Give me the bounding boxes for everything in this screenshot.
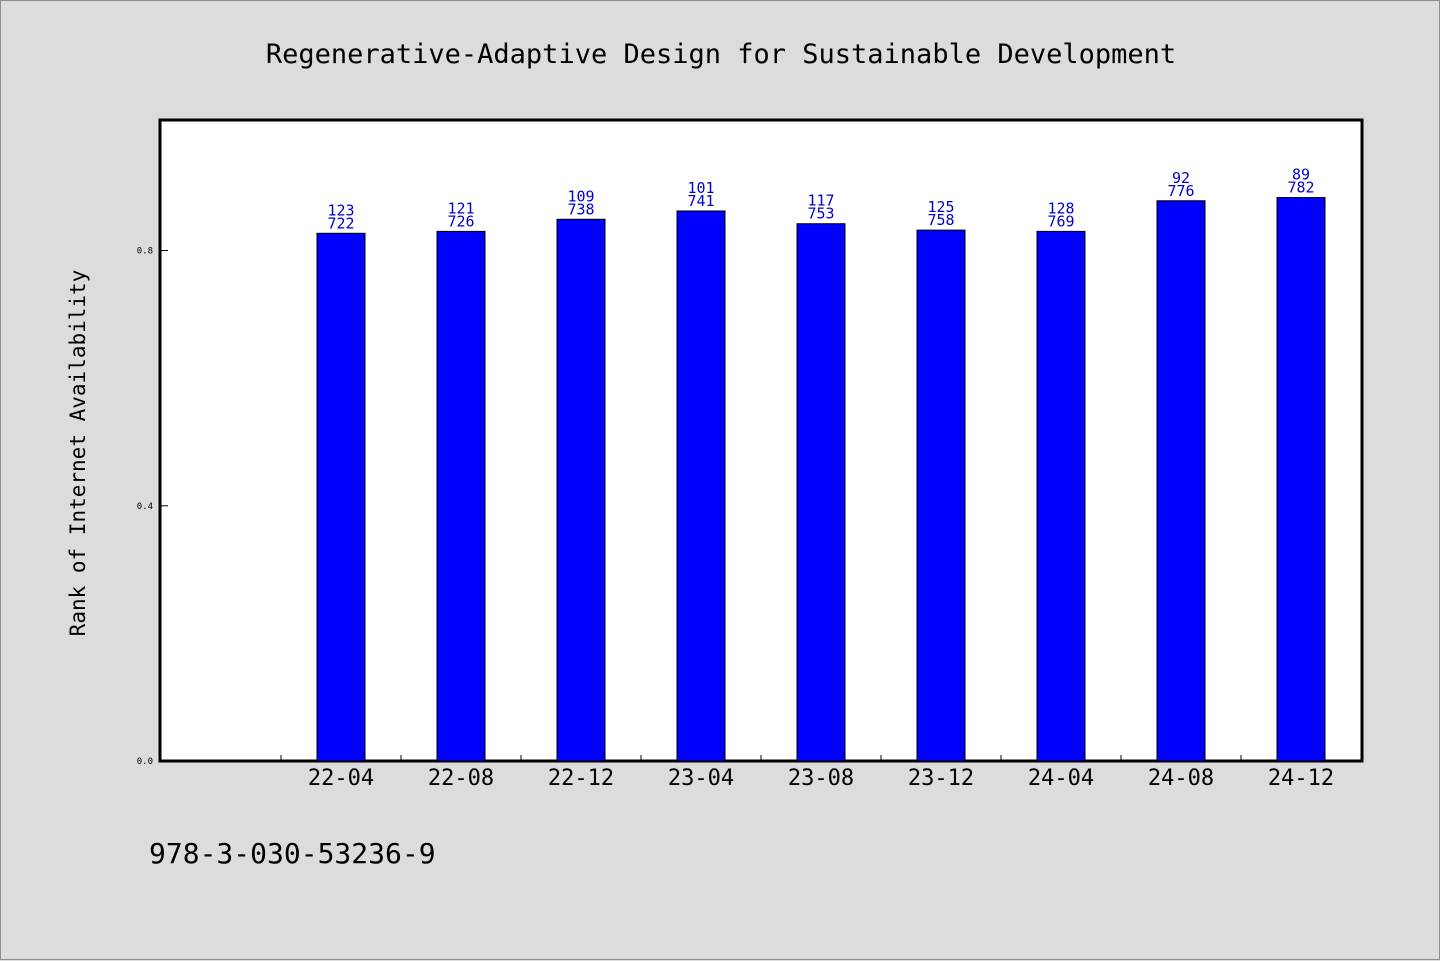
data-label-top: 109 [567, 187, 594, 205]
data-label-bottom: 782 [1287, 179, 1314, 197]
x-tick-label: 23-08 [788, 766, 854, 791]
y-tick-label: 0.4 [137, 502, 153, 512]
data-label-top: 121 [447, 199, 474, 217]
data-label-top: 123 [327, 201, 354, 219]
bar [1036, 230, 1086, 762]
x-tick-label: 22-08 [428, 766, 494, 791]
x-tick-label: 24-04 [1028, 766, 1094, 791]
bar [316, 232, 366, 762]
data-label-top: 128 [1047, 199, 1074, 217]
bar [1276, 197, 1326, 762]
data-label-bottom: 769 [1047, 212, 1074, 230]
data-label-bottom: 741 [687, 192, 714, 210]
data-label-bottom: 726 [447, 212, 474, 230]
data-label-top: 92 [1172, 169, 1190, 187]
bar [916, 229, 966, 762]
bar [1156, 200, 1206, 762]
y-tick-label: 0.0 [137, 757, 153, 767]
data-label-top: 101 [687, 179, 714, 197]
bars [316, 197, 1326, 762]
x-tick-label: 22-04 [308, 766, 374, 791]
y-axis-label: Rank of Internet Availability [66, 270, 90, 637]
bar [556, 218, 606, 762]
x-tick-label: 23-12 [908, 766, 974, 791]
footer-isbn: 978-3-030-53236-9 [149, 837, 436, 870]
data-label-bottom: 758 [927, 211, 954, 229]
x-tick-label: 23-04 [668, 766, 734, 791]
data-label-bottom: 753 [807, 205, 834, 223]
data-label-bottom: 776 [1167, 182, 1194, 200]
bar [676, 210, 726, 762]
chart-title: Regenerative-Adaptive Design for Sustain… [266, 39, 1176, 70]
x-tick-label: 24-08 [1148, 766, 1214, 791]
data-label-top: 117 [807, 192, 834, 210]
data-label-top: 125 [927, 198, 954, 216]
y-tick-label: 0.8 [137, 247, 153, 257]
x-axis-ticks: 22-04 22-08 22-12 23-04 23-08 23-12 24-04 24-08… [280, 755, 1334, 791]
bar [436, 230, 486, 762]
bar [796, 223, 846, 762]
x-tick-label: 24-12 [1268, 766, 1334, 791]
data-label-bottom: 722 [327, 214, 354, 232]
y-axis-ticks: 0.0 0.4 0.8 [137, 247, 168, 767]
data-label-bottom: 738 [567, 200, 594, 218]
x-tick-label: 22-12 [548, 766, 614, 791]
data-label-top: 89 [1292, 166, 1310, 184]
